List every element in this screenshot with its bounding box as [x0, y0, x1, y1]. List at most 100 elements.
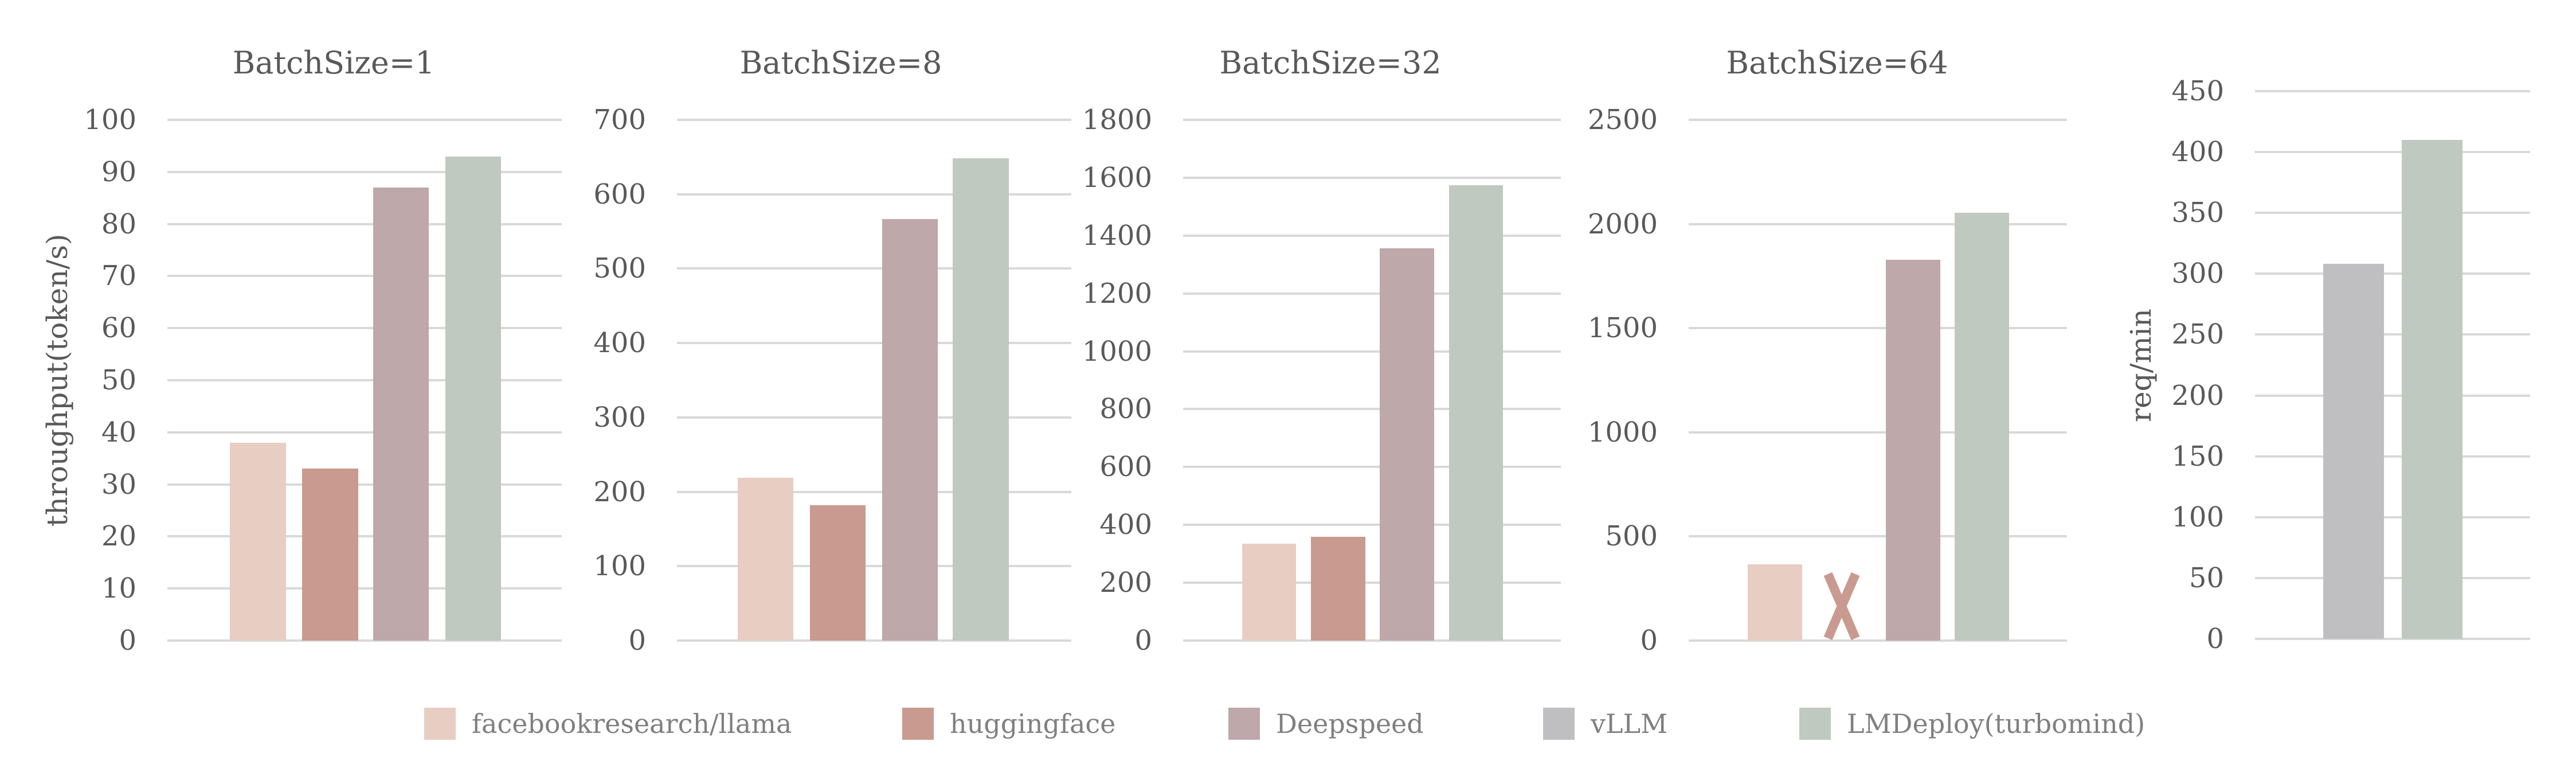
chart-panel-2: BatchSize=8 0 100 200 300 400 500 600 700 [593, 45, 1071, 657]
y-tick-label: 40 [101, 416, 136, 448]
gridline [2255, 394, 2530, 397]
gridline [1183, 466, 1561, 469]
legend-item-vllm: vLLM [1543, 707, 1667, 740]
gridline [2255, 272, 2530, 275]
y-tick-label: 150 [2171, 440, 2224, 473]
gridline [1183, 119, 1561, 121]
y-tick-label: 0 [119, 625, 136, 657]
y-tick-label: 0 [628, 625, 646, 657]
gridline [1183, 408, 1561, 411]
gridline [167, 327, 562, 330]
gridline [1183, 292, 1561, 295]
y-tick-label: 1000 [1587, 416, 1658, 448]
bar-deepspeed [882, 218, 938, 641]
legend: facebookresearch/llama huggingface Deeps… [0, 707, 2576, 742]
chart-panel-1: BatchSize=1 0 10 20 30 40 50 60 70 80 90 100 through… [41, 45, 562, 657]
gridline [167, 223, 562, 225]
y-tick-label: 800 [1099, 393, 1152, 426]
bar-lmdeploy-turbomind- [1955, 212, 2009, 641]
legend-label: facebookresearch/llama [472, 708, 792, 739]
gridline [677, 490, 1071, 493]
gridline [1183, 176, 1561, 179]
y-tick-label: 500 [1605, 520, 1658, 553]
y-tick-label: 1600 [1082, 161, 1152, 194]
gridline [1689, 431, 2067, 434]
gridline [167, 379, 562, 381]
y-tick-label: 350 [2171, 197, 2224, 229]
legend-label: huggingface [950, 708, 1116, 739]
legend-label: vLLM [1591, 708, 1668, 739]
gridline [2255, 516, 2530, 518]
gridline [2255, 455, 2530, 458]
bar-facebookresearch-llama [738, 477, 793, 641]
panel-title: BatchSize=1 [232, 45, 435, 81]
y-tick-label: 90 [101, 155, 136, 188]
gridline [167, 639, 562, 642]
gridline [2255, 638, 2530, 640]
y-tick-label: 250 [2171, 318, 2224, 351]
y-tick-label: 0 [1640, 625, 1658, 657]
gridline [167, 483, 562, 486]
bar-huggingface [302, 469, 358, 641]
legend-swatch-lmdeploy [1799, 708, 1831, 740]
gridline [1183, 524, 1561, 526]
y-axis-label: req/min [2124, 308, 2158, 422]
y-tick-label: 10 [101, 572, 136, 605]
gridline [1689, 223, 2067, 225]
y-tick-label: 200 [1099, 567, 1152, 599]
y-tick-label: 1400 [1082, 219, 1152, 252]
y-tick-label: 60 [101, 312, 136, 345]
panel-title: BatchSize=8 [739, 45, 942, 81]
gridline [167, 119, 562, 121]
gridline [677, 267, 1071, 270]
gridline [2255, 333, 2530, 336]
y-tick-label: 1200 [1082, 277, 1152, 310]
gridline [2255, 90, 2530, 92]
y-tick-label: 30 [101, 468, 136, 501]
bar-huggingface [1311, 536, 1365, 641]
bar-deepspeed [1886, 259, 1940, 641]
gridline [677, 342, 1071, 345]
legend-label: LMDeploy(turbomind) [1847, 708, 2146, 739]
bar-deepspeed [1380, 248, 1434, 641]
legend-swatch-deepspeed [1228, 708, 1260, 740]
legend-item-lmdeploy: LMDeploy(turbomind) [1799, 707, 2145, 740]
gridline [1689, 639, 2067, 642]
y-tick-label: 700 [593, 104, 646, 136]
y-tick-label: 50 [101, 364, 136, 396]
gridline [1183, 582, 1561, 584]
y-tick-label: 70 [101, 260, 136, 292]
legend-item-deepspeed: Deepspeed [1228, 707, 1424, 740]
gridline [167, 275, 562, 278]
gridline [1689, 119, 2067, 121]
gridline [1689, 535, 2067, 538]
y-tick-label: 500 [593, 252, 646, 285]
panel-title: BatchSize=32 [1219, 45, 1442, 81]
bar-lmdeploy-turbomind- [1449, 185, 1503, 641]
y-tick-label: 100 [593, 550, 646, 583]
y-tick-label: 200 [2171, 379, 2224, 412]
chart-panel-3: BatchSize=32 0 200 400 600 800 1000 1200 1400 160… [1082, 45, 1561, 654]
chart-panel-4: BatchSize=64 0 500 1000 1500 2000 2500 [1587, 45, 2067, 657]
legend-item-facebookresearch-llama: facebookresearch/llama [424, 707, 792, 740]
y-tick-label: 2000 [1587, 208, 1658, 240]
legend-label: Deepspeed [1276, 708, 1424, 739]
gridline [1183, 234, 1561, 237]
y-tick-label: 1800 [1082, 104, 1152, 136]
bar-lmdeploy-turbomind- [445, 156, 501, 641]
y-tick-label: 50 [2189, 561, 2224, 594]
gridline [2255, 151, 2530, 154]
y-tick-label: 2500 [1587, 104, 1658, 136]
y-tick-label: 300 [2171, 257, 2224, 290]
y-tick-label: 0 [2206, 623, 2224, 655]
bar-lmdeploy-turbomind- [2402, 139, 2463, 639]
panel-title: BatchSize=64 [1726, 45, 1948, 81]
y-tick-label: 400 [2171, 136, 2224, 169]
gridline [2255, 212, 2530, 214]
chart-panel-5: 0 50 100 150 200 250 300 350 400 450 req/min [2124, 77, 2530, 655]
gridline [677, 119, 1071, 121]
legend-swatch-huggingface [902, 708, 934, 740]
y-tick-label: 300 [593, 401, 646, 434]
bar-vllm [2323, 264, 2384, 639]
y-tick-label: 20 [101, 520, 136, 553]
